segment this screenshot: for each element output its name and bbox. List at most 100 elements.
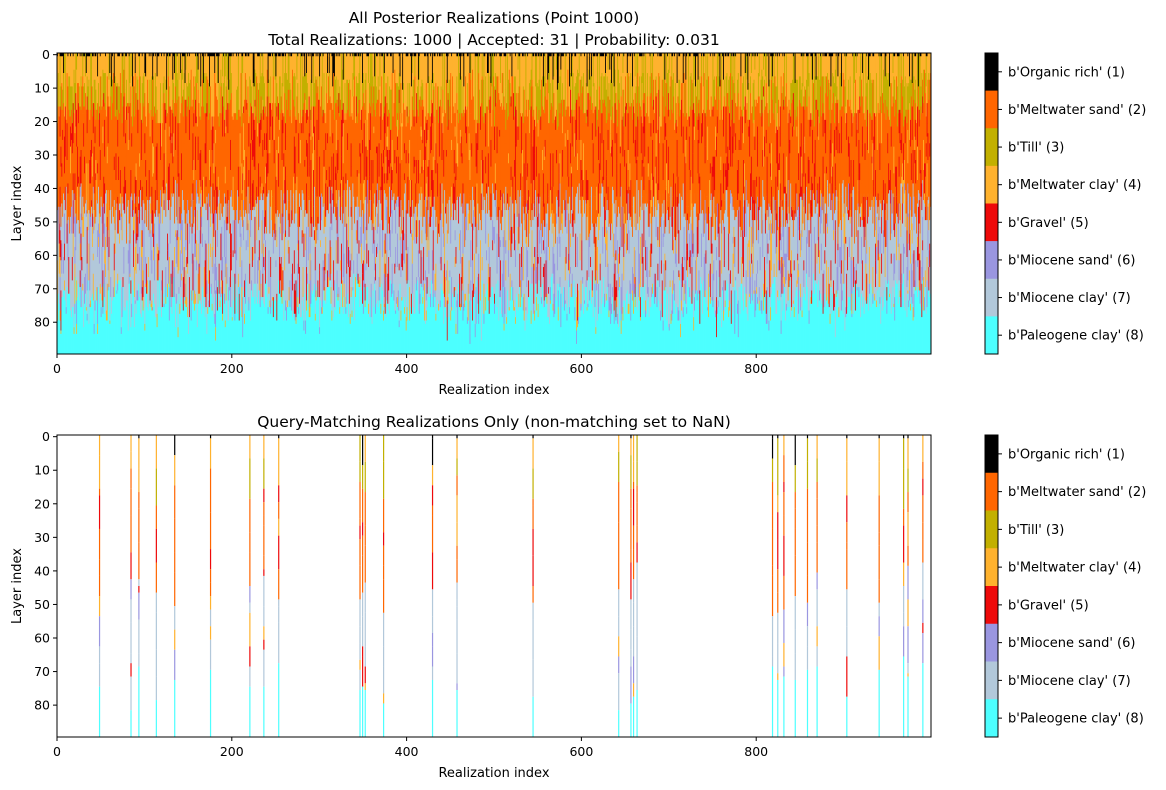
- heatmap-cell: [122, 53, 124, 57]
- heatmap-cell: [194, 210, 196, 217]
- heatmap-cell: [76, 69, 78, 110]
- heatmap-cell: [123, 136, 125, 171]
- heatmap-cell: [130, 270, 132, 281]
- heatmap-cell: [225, 223, 227, 264]
- heatmap-cell: [179, 313, 181, 354]
- heatmap-cell: [122, 203, 124, 214]
- heatmap-cell: [164, 103, 166, 130]
- heatmap-cell: [169, 203, 171, 221]
- realization-column: [92, 53, 94, 354]
- heatmap-cell: [219, 250, 221, 261]
- heatmap-cell: [244, 133, 246, 150]
- heatmap-cell: [197, 273, 199, 291]
- heatmap-cell: [246, 310, 248, 354]
- heatmap-cell: [173, 53, 175, 57]
- realization-column: [199, 53, 201, 354]
- heatmap-cell: [91, 213, 94, 227]
- heatmap-cell: [183, 143, 185, 181]
- heatmap-cell: [119, 233, 121, 244]
- heatmap-cell: [231, 73, 233, 117]
- heatmap-cell: [230, 307, 232, 354]
- heatmap-cell: [135, 180, 137, 197]
- heatmap-cell: [182, 200, 184, 241]
- realization-column: [213, 53, 215, 354]
- heatmap-cell: [189, 226, 191, 241]
- heatmap-cell: [149, 196, 151, 204]
- heatmap-cell: [112, 230, 114, 251]
- realization-column: [201, 53, 203, 354]
- realization-column: [230, 53, 233, 354]
- heatmap-cell: [165, 153, 167, 187]
- heatmap-cell: [107, 270, 109, 284]
- heatmap-cell: [191, 200, 193, 224]
- heatmap-cell: [184, 99, 186, 124]
- heatmap-cell: [196, 143, 198, 161]
- heatmap-cell: [160, 253, 162, 271]
- realization-column: [60, 53, 62, 354]
- heatmap-cell: [172, 99, 174, 114]
- heatmap-cell: [73, 267, 75, 288]
- heatmap-cell: [82, 139, 84, 167]
- heatmap-cell: [134, 213, 136, 237]
- heatmap-cell: [112, 136, 114, 174]
- heatmap-cell: [223, 293, 226, 304]
- heatmap-cell: [74, 313, 76, 354]
- heatmap-cell: [129, 129, 131, 164]
- heatmap-cell: [191, 176, 193, 194]
- heatmap-cell: [61, 203, 63, 244]
- heatmap-cell: [64, 186, 66, 211]
- heatmap-cell: [68, 109, 70, 150]
- heatmap-cell: [150, 213, 152, 221]
- heatmap-cell: [216, 263, 219, 288]
- heatmap-cell: [157, 83, 159, 124]
- heatmap-cell: [85, 73, 87, 110]
- heatmap-cell: [65, 79, 67, 120]
- heatmap-cell: [154, 246, 156, 281]
- heatmap-cell: [77, 220, 79, 258]
- heatmap-cell: [204, 260, 206, 298]
- heatmap-cell: [105, 203, 108, 227]
- heatmap-cell: [178, 213, 180, 237]
- heatmap-cell: [186, 213, 188, 227]
- heatmap-cell: [67, 106, 69, 137]
- heatmap-cell: [173, 56, 175, 84]
- heatmap-cell: [193, 160, 195, 181]
- heatmap-cell: [91, 270, 94, 294]
- heatmap-cell: [122, 173, 124, 204]
- heatmap-cell: [70, 216, 72, 231]
- heatmap-cell: [100, 307, 102, 318]
- heatmap-cell: [197, 196, 199, 217]
- heatmap-cell: [64, 53, 66, 74]
- heatmap-cell: [229, 143, 231, 181]
- realization-column: [212, 53, 214, 354]
- heatmap-cell: [83, 206, 85, 237]
- heatmap-cell: [137, 79, 139, 100]
- heatmap-cell: [220, 203, 222, 234]
- realization-column: [139, 53, 141, 354]
- realization-column: [111, 53, 113, 354]
- heatmap-cell: [240, 53, 242, 74]
- heatmap-cell: [106, 257, 108, 284]
- heatmap-cell: [113, 223, 115, 244]
- heatmap-cell: [238, 260, 240, 288]
- heatmap-cell: [108, 257, 110, 288]
- heatmap-cell: [195, 123, 197, 137]
- realization-column: [241, 53, 243, 354]
- heatmap-cell: [214, 263, 216, 294]
- heatmap-cell: [105, 153, 108, 191]
- heatmap-cell: [96, 109, 98, 140]
- realization-column: [231, 53, 233, 354]
- heatmap-cell: [70, 317, 73, 354]
- heatmap-cell: [235, 176, 237, 194]
- heatmap-cell: [105, 216, 107, 227]
- heatmap-cell: [248, 297, 250, 311]
- heatmap-cell: [92, 146, 94, 154]
- heatmap-cell: [65, 290, 67, 308]
- heatmap-cell: [206, 103, 208, 117]
- heatmap-cell: [132, 250, 134, 281]
- realization-column: [71, 53, 73, 354]
- heatmap-cell: [242, 333, 244, 338]
- heatmap-cell: [230, 73, 233, 94]
- heatmap-cell: [63, 220, 65, 241]
- heatmap-cell: [209, 307, 211, 354]
